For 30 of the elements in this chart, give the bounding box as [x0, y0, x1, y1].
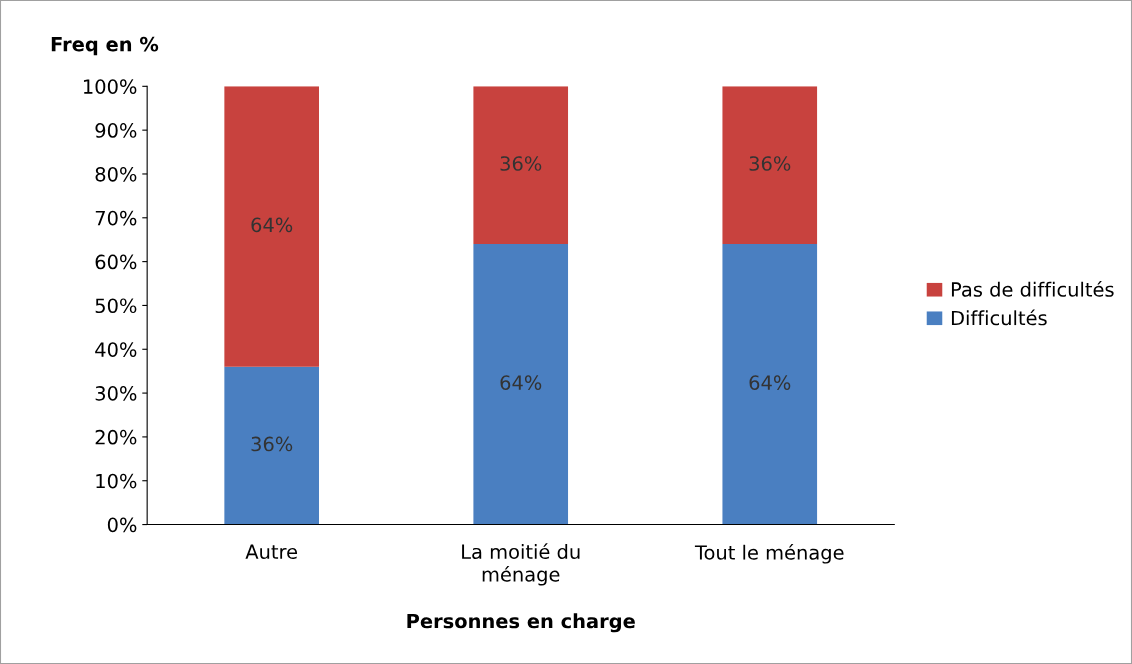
bar	[224, 86, 319, 367]
legend-label: Difficultés	[951, 309, 1047, 326]
x-tick-label: La moitié du ménage	[462, 543, 580, 586]
y-tick-label: 90%	[95, 123, 137, 138]
y-tick-label: 60%	[95, 254, 137, 270]
data-label: 64%	[500, 375, 542, 390]
data-label: 64%	[749, 375, 791, 390]
y-axis-title: Freq en %	[51, 36, 159, 56]
x-axis-title: Personnes en charge	[407, 613, 635, 633]
y-tick-label: 80%	[95, 166, 137, 182]
x-tick-label: Tout le ménage	[694, 544, 844, 564]
y-tick-label: 50%	[95, 298, 137, 314]
bar	[722, 244, 818, 525]
y-tick-label: 0%	[107, 517, 137, 533]
bar	[473, 244, 569, 525]
y-tick-label: 10%	[96, 473, 137, 489]
data-label: 36%	[251, 436, 293, 452]
bar	[473, 86, 569, 245]
y-tick-label: 100%	[83, 79, 137, 94]
y-tick-label: 30%	[95, 386, 137, 401]
y-tick-label: 70%	[95, 210, 137, 226]
bar	[224, 366, 319, 525]
data-label: 36%	[749, 156, 791, 171]
data-label: 64%	[251, 217, 293, 233]
bar	[722, 86, 818, 245]
x-tick-label: Autre	[245, 544, 298, 560]
y-tick-label: 40%	[95, 342, 137, 357]
data-label: 36%	[500, 156, 542, 171]
legend-label: Pas de difficultés	[951, 280, 1114, 297]
y-tick-label: 20%	[95, 429, 137, 445]
